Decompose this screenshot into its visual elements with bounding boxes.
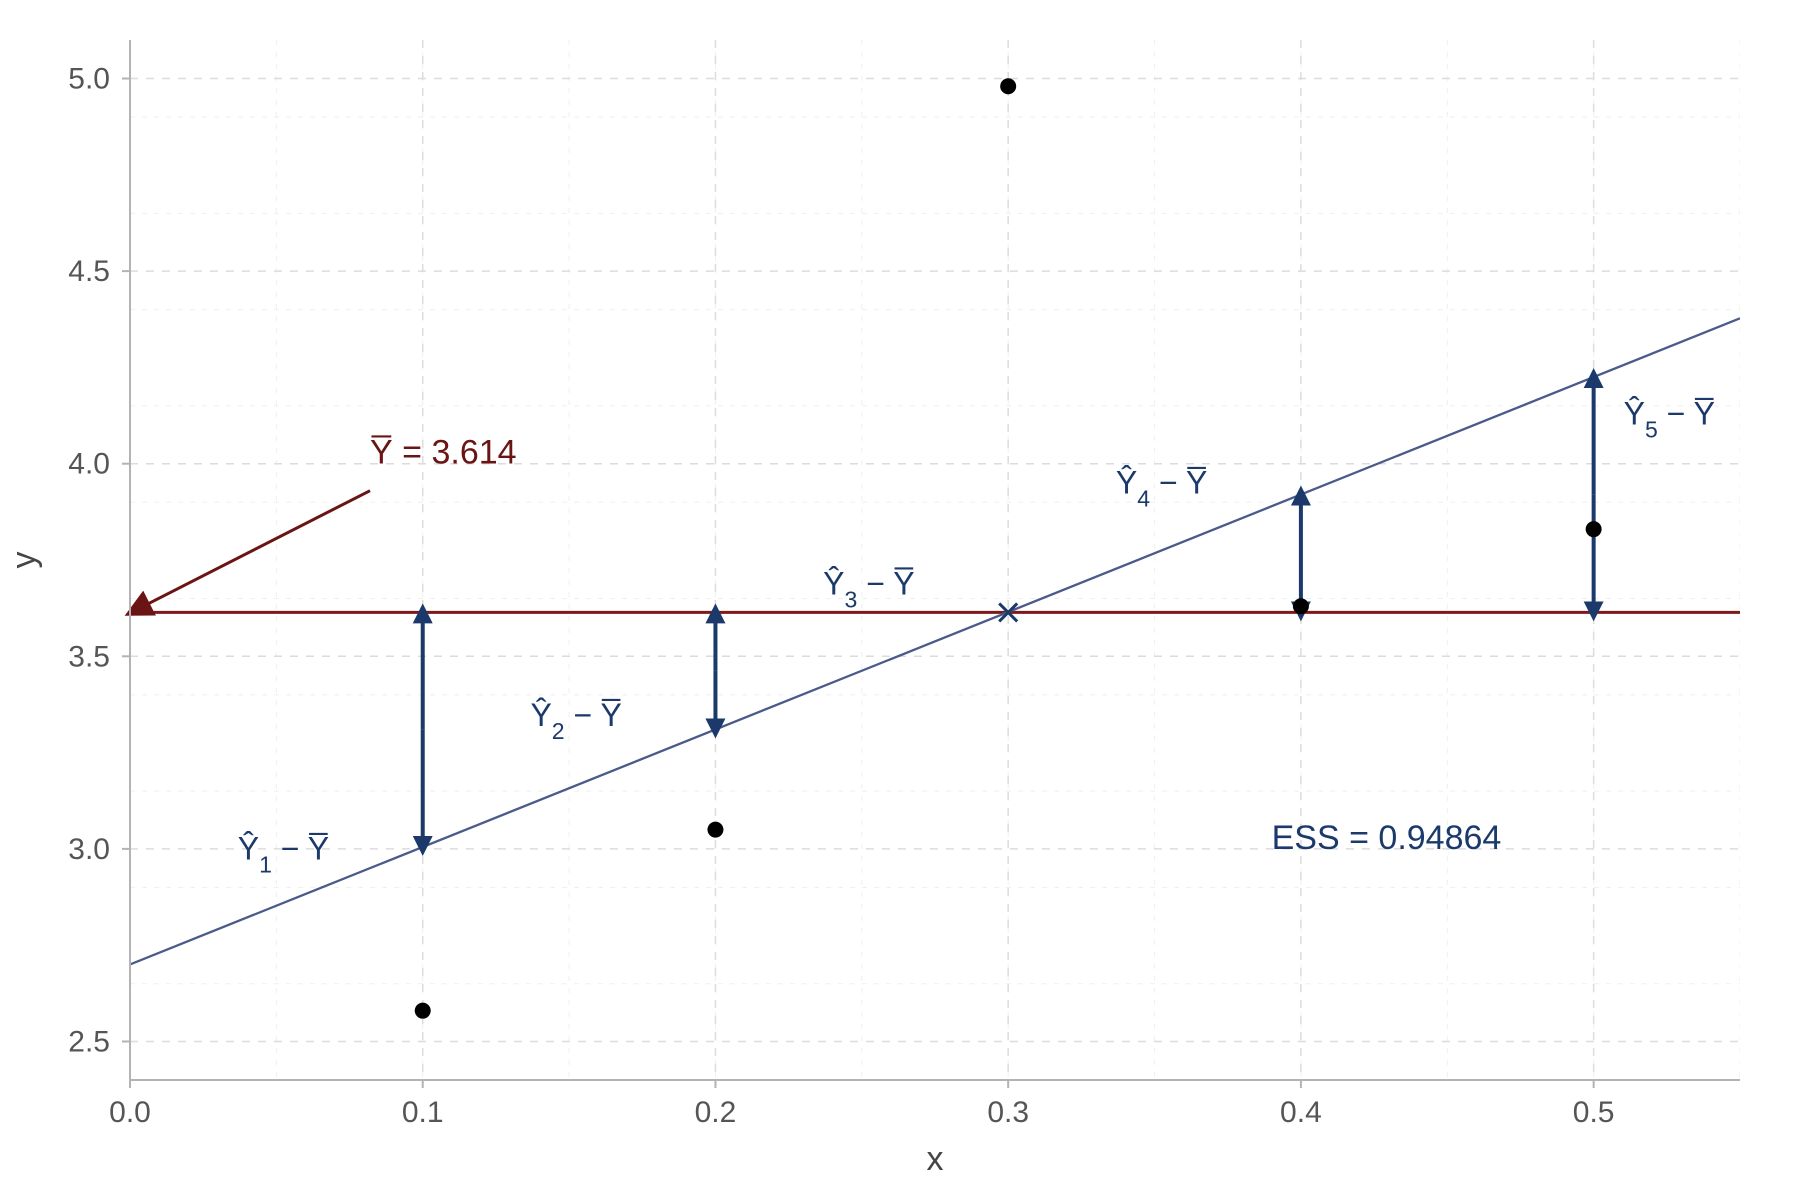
data-point (1000, 78, 1016, 94)
x-tick-label: 0.2 (695, 1096, 737, 1129)
y-tick-label: 3.5 (68, 640, 110, 673)
ybar-annotation-text: Y̅ = 3.614 (370, 434, 517, 472)
y-axis-label: y (5, 552, 43, 569)
x-axis-label: x (927, 1140, 944, 1178)
x-tick-label: 0.3 (987, 1096, 1029, 1129)
data-point (1293, 598, 1309, 614)
x-tick-label: 0.1 (402, 1096, 444, 1129)
data-point (415, 1003, 431, 1019)
y-tick-label: 4.5 (68, 255, 110, 288)
ess-annotation: ESS = 0.94864 (1272, 819, 1502, 857)
y-tick-label: 4.0 (68, 448, 110, 481)
y-tick-label: 5.0 (68, 63, 110, 96)
regression-ess-chart: Ŷ1 − Y̅Ŷ2 − Y̅Ŷ3 − Y̅Ŷ4 − Y̅Ŷ5 − Y̅… (0, 0, 1800, 1200)
x-tick-label: 0.4 (1280, 1096, 1322, 1129)
data-point (707, 822, 723, 838)
chart-container: Ŷ1 − Y̅Ŷ2 − Y̅Ŷ3 − Y̅Ŷ4 − Y̅Ŷ5 − Y̅… (0, 0, 1800, 1200)
x-tick-label: 0.5 (1573, 1096, 1615, 1129)
y-tick-label: 2.5 (68, 1025, 110, 1058)
y-tick-label: 3.0 (68, 833, 110, 866)
x-tick-label: 0.0 (109, 1096, 151, 1129)
data-point (1586, 521, 1602, 537)
